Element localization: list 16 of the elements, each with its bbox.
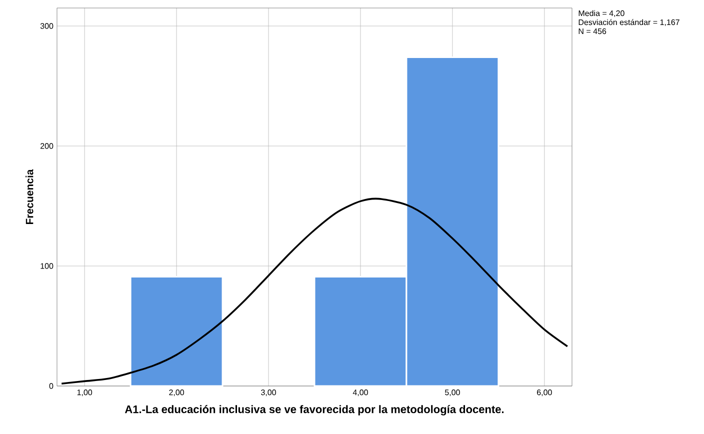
x-tick-label: 3,00: [261, 390, 276, 396]
x-tick-label: 4,00: [352, 390, 368, 396]
x-tick-label: 2,00: [169, 390, 184, 396]
y-tick-label: 200: [40, 143, 54, 149]
x-tick-label: 5,00: [444, 390, 460, 396]
text: N = 456: [578, 28, 606, 34]
y-axis-title: Frecuencia: [26, 169, 34, 224]
y-tick-label: 300: [40, 23, 54, 29]
text: Media = 4,20: [578, 10, 624, 18]
y-tick-label: 100: [40, 263, 54, 269]
line-series: [60, 198, 568, 384]
x-tick-label: 6,00: [537, 390, 552, 396]
text: Desviación estándar = 1,167: [578, 19, 680, 26]
x-tick-label: 1,00: [77, 390, 92, 396]
y-tick-label: 0: [49, 383, 54, 389]
x-axis-title: A1.-La educación inclusiva se ve favorecida por la metodología docente.: [124, 405, 504, 416]
